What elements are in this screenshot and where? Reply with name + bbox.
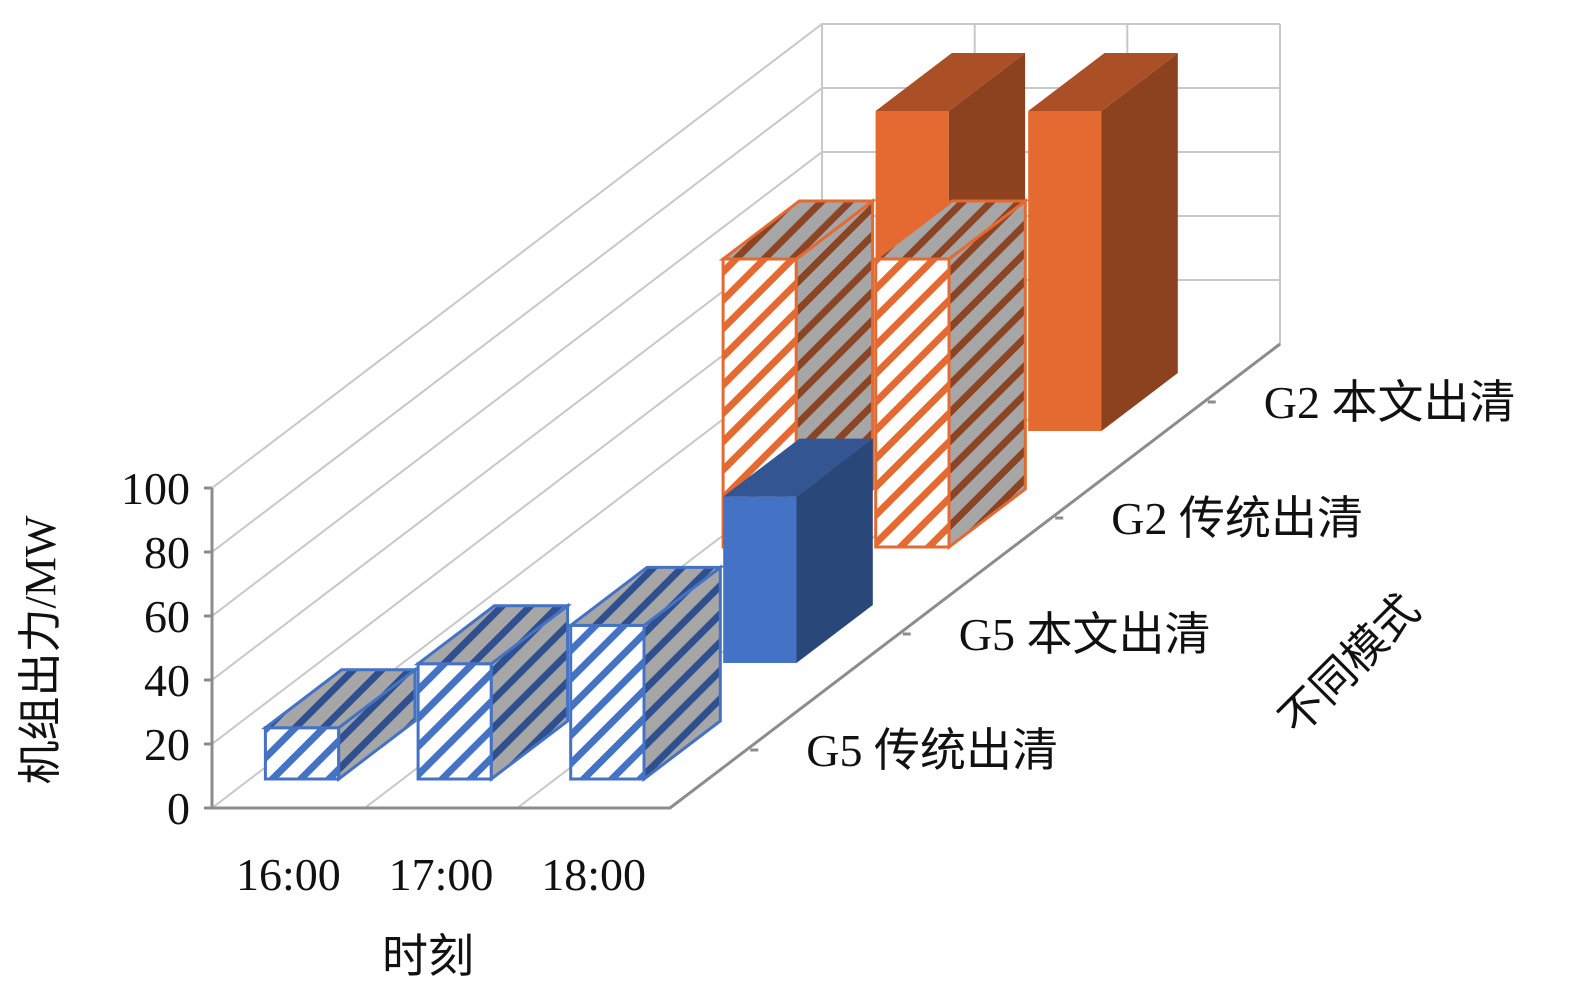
bar-front-face [416, 662, 493, 781]
chart-labels: 机组出力/MW 时刻 不同模式 0 20 40 60 80 100 16:00 17:00 18… [16, 377, 1515, 982]
y-tick-label: 100 [121, 463, 190, 514]
bar-top-face [871, 199, 1030, 261]
bar-side-face [1101, 53, 1178, 431]
floor-axis-line [212, 342, 1281, 810]
depth-axis-label: 不同模式 [1270, 585, 1429, 744]
series-label: G2 本文出清 [1264, 377, 1516, 428]
bar-side-face [796, 438, 873, 663]
bar-top-face [260, 668, 420, 730]
series-label: G2 传统出清 [1111, 493, 1363, 544]
y-tick-label: 80 [144, 527, 190, 578]
bar-G2-传统出清-18:00 [871, 197, 1030, 551]
y-tick-label: 0 [167, 783, 190, 834]
bar-top-face [413, 604, 573, 666]
bar-front-face [874, 257, 951, 549]
bar-top-face [718, 199, 878, 261]
bar-top-face [875, 53, 1026, 111]
bar-G2-本文出清-18:00 [1028, 53, 1178, 431]
y-tick-label: 20 [144, 719, 190, 770]
x-tick-label: 17:00 [389, 849, 494, 900]
x-tick-label: 16:00 [236, 849, 341, 900]
bar-side-face [947, 197, 1027, 551]
x-axis-label: 时刻 [382, 931, 474, 982]
bar-top-face [723, 438, 873, 497]
y-tick-label: 60 [144, 591, 190, 642]
bar-G5-传统出清-18:00 [566, 564, 725, 783]
bar-G5-传统出清-16:00 [260, 666, 420, 783]
series-label: G5 传统出清 [806, 725, 1058, 776]
bar-G5-本文出清-18:00 [723, 438, 873, 663]
bar-top-face [566, 565, 725, 627]
bar-G5-传统出清-17:00 [413, 602, 573, 783]
bar-front-face [1028, 111, 1102, 431]
x-tick-label: 18:00 [541, 849, 646, 900]
chart-bars [260, 53, 1178, 783]
series-label: G5 本文出清 [959, 609, 1211, 660]
y-axis-label: 机组出力/MW [16, 515, 65, 784]
bar-front-face [723, 496, 797, 663]
bar-front-face [263, 726, 341, 781]
bar-top-face [1028, 53, 1178, 111]
bar-front-face [569, 623, 646, 781]
y-tick-label: 40 [144, 655, 190, 706]
